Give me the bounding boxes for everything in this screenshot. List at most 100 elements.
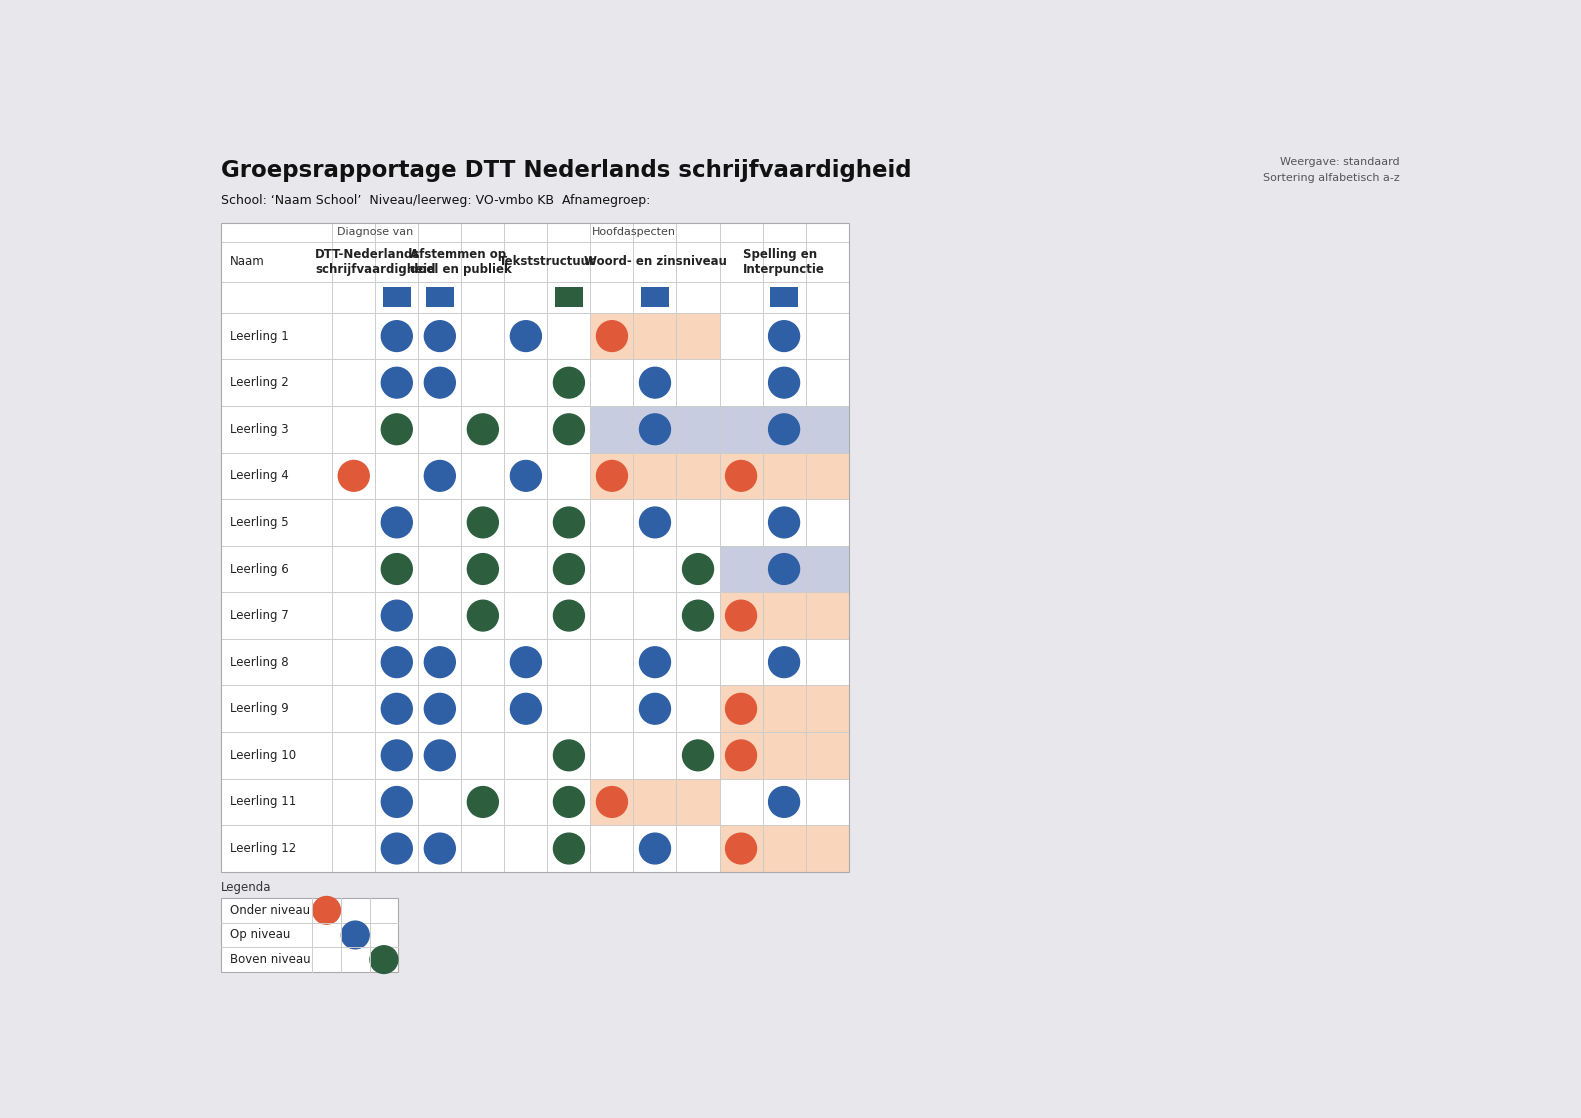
Circle shape [553,414,585,445]
Bar [221,898,398,972]
Text: Leerling 11: Leerling 11 [231,795,296,808]
Circle shape [338,461,370,491]
Circle shape [468,600,498,631]
Circle shape [341,921,368,949]
Circle shape [511,647,541,678]
Circle shape [726,833,757,864]
Bar [590,453,849,499]
Circle shape [726,693,757,724]
Text: Leerling 6: Leerling 6 [231,562,289,576]
Circle shape [553,368,585,398]
Bar [590,313,719,359]
Text: Leerling 10: Leerling 10 [231,749,296,761]
Bar [719,685,849,732]
Circle shape [468,414,498,445]
Circle shape [596,461,628,491]
Bar [719,546,849,593]
Circle shape [381,553,413,585]
Circle shape [468,787,498,817]
Text: Op niveau: Op niveau [231,928,291,941]
Bar [719,732,849,778]
Circle shape [683,600,713,631]
Circle shape [553,787,585,817]
Circle shape [768,368,800,398]
Circle shape [424,833,455,864]
Bar [425,287,454,307]
Circle shape [596,321,628,351]
Circle shape [381,508,413,538]
Circle shape [596,787,628,817]
Text: Leerling 7: Leerling 7 [231,609,289,622]
Text: Groepsrapportage DTT Nederlands schrijfvaardigheid: Groepsrapportage DTT Nederlands schrijfv… [221,159,911,182]
Circle shape [511,321,541,351]
Text: Leerling 3: Leerling 3 [231,423,289,436]
Text: Woord- en zinsniveau: Woord- en zinsniveau [583,256,726,268]
Bar [719,593,849,638]
Circle shape [468,553,498,585]
Circle shape [639,647,670,678]
Bar [383,287,411,307]
Circle shape [768,787,800,817]
Circle shape [381,787,413,817]
Circle shape [511,693,541,724]
Circle shape [424,368,455,398]
Circle shape [768,647,800,678]
Text: Sortering alfabetisch a-z: Sortering alfabetisch a-z [1263,172,1399,182]
Bar [221,222,849,872]
Circle shape [639,693,670,724]
Bar [719,825,849,872]
Text: Leerling 12: Leerling 12 [231,842,296,855]
Circle shape [553,600,585,631]
Circle shape [424,461,455,491]
Text: Leerling 8: Leerling 8 [231,655,289,669]
Bar [590,406,849,453]
Circle shape [381,647,413,678]
Circle shape [370,946,398,974]
Bar [555,287,583,307]
Text: Leerling 4: Leerling 4 [231,470,289,482]
Circle shape [468,508,498,538]
Circle shape [768,321,800,351]
Circle shape [381,600,413,631]
Circle shape [424,321,455,351]
Circle shape [381,321,413,351]
Text: Spelling en
Interpunctie: Spelling en Interpunctie [743,248,825,276]
Circle shape [683,553,713,585]
Circle shape [639,368,670,398]
Circle shape [768,508,800,538]
Text: Naam: Naam [231,256,266,268]
Circle shape [553,833,585,864]
Text: Leerling 1: Leerling 1 [231,330,289,342]
Text: Onder niveau: Onder niveau [231,903,310,917]
Text: Boven niveau: Boven niveau [231,954,311,966]
Circle shape [768,553,800,585]
Circle shape [639,414,670,445]
Bar [590,778,719,825]
Circle shape [381,693,413,724]
Circle shape [511,461,541,491]
Text: Weergave: standaard: Weergave: standaard [1281,158,1399,168]
Text: Legenda: Legenda [221,881,272,894]
Circle shape [726,461,757,491]
Text: Tekststructuur: Tekststructuur [500,256,596,268]
Circle shape [424,740,455,770]
Circle shape [424,693,455,724]
Text: Leerling 5: Leerling 5 [231,515,289,529]
Circle shape [683,740,713,770]
Text: Afstemmen op
doel en publiek: Afstemmen op doel en publiek [411,248,512,276]
Circle shape [726,740,757,770]
Text: DTT-Nederlands
schrijfvaardigheid: DTT-Nederlands schrijfvaardigheid [315,248,435,276]
Text: Leerling 9: Leerling 9 [231,702,289,716]
Circle shape [639,833,670,864]
Text: Leerling 2: Leerling 2 [231,376,289,389]
Bar [640,287,669,307]
Circle shape [313,897,340,925]
Circle shape [768,414,800,445]
Circle shape [424,647,455,678]
Circle shape [381,414,413,445]
Circle shape [553,508,585,538]
Circle shape [381,740,413,770]
Circle shape [553,740,585,770]
Bar [770,287,798,307]
Circle shape [726,600,757,631]
